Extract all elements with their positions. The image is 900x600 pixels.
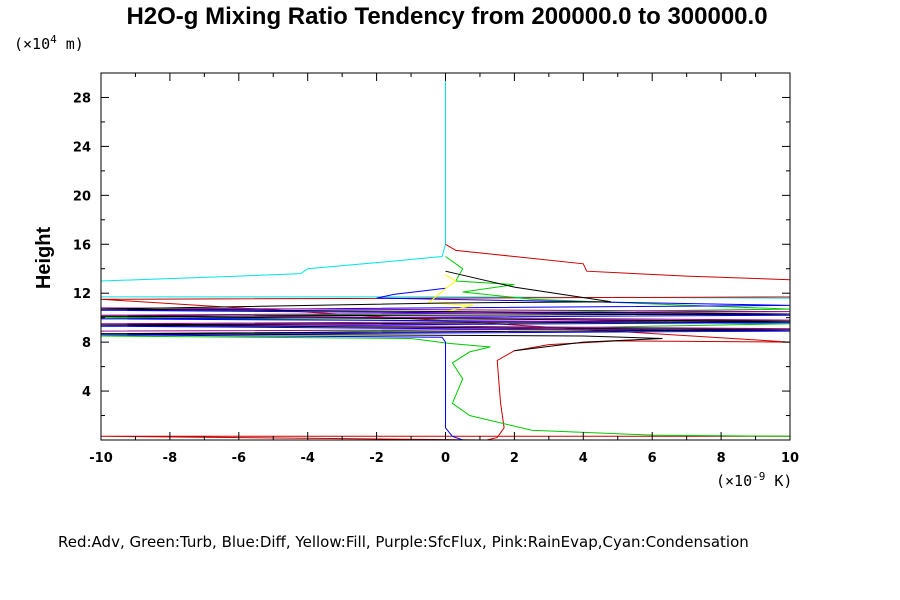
x-tick-label: 4: [579, 451, 588, 466]
series-line-cond: [101, 73, 790, 299]
y-tick-label: 20: [73, 189, 91, 204]
x-tick-label: -10: [89, 451, 113, 466]
series-line-turb: [101, 256, 790, 437]
y-tick-label: 28: [73, 91, 91, 106]
x-tick-label: -6: [232, 451, 246, 466]
y-tick-label: 8: [82, 336, 91, 351]
y-units-label: (×104 m): [14, 33, 84, 53]
y-tick-label: 16: [73, 238, 91, 253]
series-layer: [101, 73, 790, 440]
y-axis-label: Height: [33, 227, 55, 290]
series-line-diff: [101, 287, 790, 440]
x-tick-label: 8: [717, 451, 726, 466]
series-line-fill: [426, 274, 474, 313]
series-line-total: [101, 270, 790, 352]
x-tick-label: -8: [163, 451, 177, 466]
x-tick-label: -2: [369, 451, 383, 466]
x-tick-label: 0: [441, 451, 450, 466]
x-tick-label: 2: [510, 451, 519, 466]
x-tick-label: -4: [300, 451, 314, 466]
series-line-adv: [101, 243, 790, 440]
legend-caption: Red:Adv, Green:Turb, Blue:Diff, Yellow:F…: [58, 533, 749, 551]
plot-area: [101, 73, 790, 440]
x-units-label: (×10-9 K): [716, 470, 792, 490]
chart-title: H2O-g Mixing Ratio Tendency from 200000.…: [126, 3, 767, 30]
x-tick-label: 6: [648, 451, 657, 466]
x-tick-label: 10: [781, 451, 799, 466]
y-tick-label: 4: [82, 385, 91, 400]
y-tick-label: 12: [73, 287, 91, 302]
y-tick-label: 24: [73, 140, 91, 155]
